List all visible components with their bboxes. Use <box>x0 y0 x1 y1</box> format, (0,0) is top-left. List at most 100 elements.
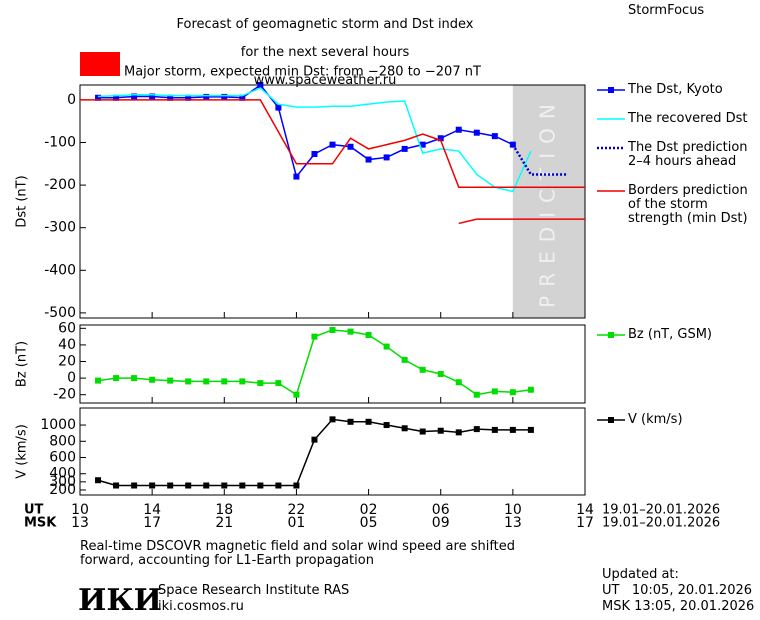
title: Forecast of geomagnetic storm and Dst in… <box>0 4 650 102</box>
point <box>113 375 120 382</box>
point <box>455 379 462 386</box>
series-line <box>98 83 514 179</box>
title-line: for the next several hours <box>240 45 410 60</box>
point <box>95 377 102 384</box>
point <box>293 482 300 489</box>
point <box>221 378 228 385</box>
ut-label: UT <box>24 503 44 518</box>
institute: Space Research Institute RAS <box>158 583 350 598</box>
site: iki.cosmos.ru <box>158 599 244 614</box>
series-line <box>80 99 585 188</box>
point <box>347 418 354 425</box>
x-tick-label-ut: 06 <box>432 502 450 518</box>
legend-label: The recovered Dst <box>628 111 748 126</box>
point <box>329 141 336 148</box>
point <box>437 427 444 434</box>
title-line: www.spaceweather.ru <box>253 73 397 88</box>
plot-frame <box>79 324 586 404</box>
point <box>275 380 282 387</box>
y-tick-label: 60 <box>58 320 76 336</box>
msk-label: MSK <box>24 516 57 531</box>
updated-msk: MSK 13:05, 20.01.2026 <box>602 599 755 614</box>
point <box>221 93 228 100</box>
point <box>329 416 336 423</box>
point <box>347 143 354 150</box>
legend-marker <box>608 87 614 93</box>
updated-label: Updated at: <box>602 567 679 582</box>
y-tick-label: 200 <box>49 482 76 498</box>
point <box>401 425 408 432</box>
plot-frame <box>79 84 586 319</box>
x-tick-label-ut: 14 <box>143 502 161 518</box>
point <box>419 141 426 148</box>
point <box>311 436 318 443</box>
y-tick-label: 1000 <box>40 417 76 433</box>
y-tick-label: 0 <box>67 92 76 108</box>
point <box>365 418 372 425</box>
point <box>131 375 138 382</box>
point <box>509 389 516 396</box>
legend-marker <box>608 417 614 423</box>
point <box>419 428 426 435</box>
x-tick-label-msk: 13 <box>504 515 522 531</box>
point <box>239 482 246 489</box>
point <box>401 145 408 152</box>
y-tick-label: 300 <box>49 474 76 490</box>
y-tick-label: -400 <box>44 262 76 278</box>
point <box>185 482 192 489</box>
point <box>185 378 192 385</box>
x-tick-label-msk: 05 <box>360 515 378 531</box>
point <box>113 94 120 101</box>
legend-label: V (km/s) <box>628 412 683 427</box>
note: Real-time DSCOVR magnetic field and sola… <box>80 539 516 568</box>
point <box>95 477 102 484</box>
x-tick-label-ut: 14 <box>576 502 594 518</box>
x-tick-label-ut: 22 <box>288 502 306 518</box>
point <box>365 156 372 163</box>
point <box>95 94 102 101</box>
series-line <box>97 418 531 487</box>
legend-label: The Dst prediction 2–4 hours ahead <box>628 140 748 169</box>
x-tick-label-ut: 10 <box>504 502 522 518</box>
y-tick-label: -20 <box>53 387 76 403</box>
point <box>149 93 156 100</box>
legend-marker <box>608 332 614 338</box>
series-line <box>458 218 585 225</box>
updated-ut: UT 10:05, 20.01.2026 <box>602 583 753 598</box>
point <box>473 129 480 136</box>
x-tick-label-ut: 18 <box>215 502 233 518</box>
point <box>149 376 156 383</box>
brand: StormFocus <box>628 3 705 18</box>
point <box>167 94 174 101</box>
point <box>167 377 174 384</box>
legend-label: Bz (nT, GSM) <box>628 327 713 342</box>
point <box>473 391 480 398</box>
x-tick-label-msk: 13 <box>71 515 89 531</box>
y-tick-label: 400 <box>49 466 76 482</box>
point <box>149 482 156 489</box>
point <box>257 482 264 489</box>
legend-label: Borders prediction of the storm strength… <box>628 183 748 226</box>
prediction-label: PREDICTION <box>535 95 559 308</box>
logo: ИКИ <box>78 583 162 618</box>
point <box>293 391 300 398</box>
y-tick-label: 600 <box>49 450 76 466</box>
point <box>437 370 444 377</box>
point <box>113 482 120 489</box>
series-line <box>98 87 532 193</box>
point <box>491 388 498 395</box>
date-range-msk: 19.01–20.01.2026 <box>602 516 720 531</box>
point <box>437 135 444 142</box>
point <box>509 426 516 433</box>
alert-box <box>80 52 120 76</box>
point <box>455 126 462 133</box>
point <box>131 93 138 100</box>
point <box>401 356 408 363</box>
point <box>239 94 246 101</box>
alert-text: Major storm, expected min Dst: from −280… <box>124 65 481 80</box>
legend-label: The Dst, Kyoto <box>628 82 723 97</box>
y-tick-label: 40 <box>58 337 76 353</box>
point <box>527 426 534 433</box>
y-axis-label: Bz (nT) <box>15 341 30 387</box>
y-tick-label: -300 <box>44 220 76 236</box>
